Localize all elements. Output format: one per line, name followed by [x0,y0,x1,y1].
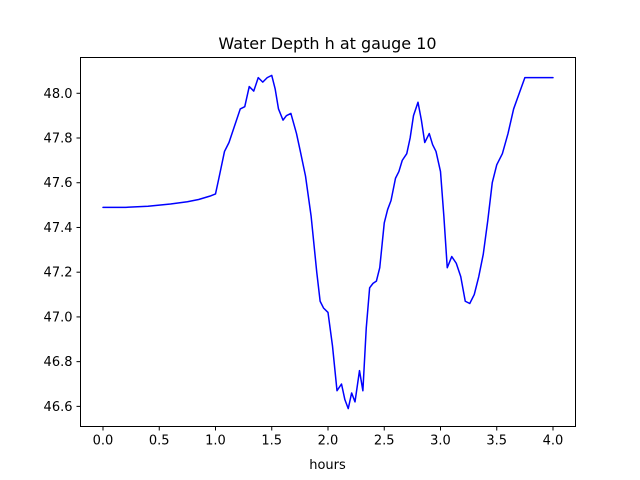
series-line-0 [102,74,554,410]
x-tick-label: 0.0 [93,434,114,449]
plot-frame [80,57,576,427]
x-tick-label: 3.5 [486,434,507,449]
y-tick-label: 48.0 [44,87,73,102]
x-tick-label: 0.5 [149,434,170,449]
y-tick-label: 46.6 [44,400,73,415]
x-tick-label: 1.5 [261,434,282,449]
y-tick-label: 47.4 [44,221,73,236]
x-tick-label: 3.0 [430,434,451,449]
x-tick-label: 1.0 [205,434,226,449]
y-tick-label: 47.6 [44,176,73,191]
x-tick-label: 2.5 [374,434,395,449]
chart-title: Water Depth h at gauge 10 [218,34,436,53]
x-tick-label: 2.0 [318,434,339,449]
y-tick-label: 46.8 [44,355,73,370]
x-axis: 0.0 0.5 1.0 1.5 2.0 2.5 3.0 3.5 4.0 [93,426,564,449]
y-tick-label: 47.2 [44,266,73,281]
y-tick-label: 47.0 [44,310,73,325]
y-tick-label: 47.8 [44,132,73,147]
x-axis-label: hours [309,458,346,473]
y-axis: 46.6 46.8 47.0 47.2 47.4 47.6 47.8 48.0 [44,87,81,415]
x-tick-label: 4.0 [543,434,564,449]
plot-area [102,74,554,410]
